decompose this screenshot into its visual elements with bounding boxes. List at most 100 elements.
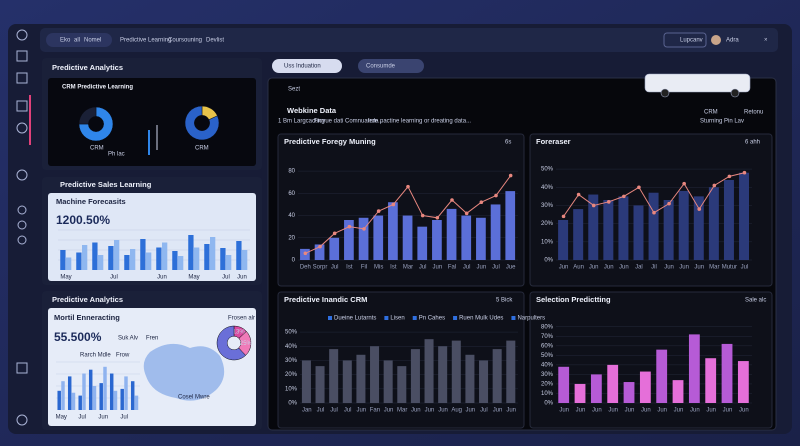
icon[interactable] [16, 50, 28, 62]
chart-title: Mortil Enneracting [54, 313, 120, 322]
y-tick-label: 20 [288, 235, 295, 241]
x-tick-label: May [60, 275, 71, 281]
bar [82, 245, 88, 270]
x-tick-label: Jul [317, 408, 325, 414]
bar [505, 191, 516, 260]
select-text[interactable]: Consumde [366, 64, 396, 70]
close[interactable]: × [764, 38, 768, 44]
button-label[interactable]: Lupcanv [680, 38, 703, 44]
x-tick-label: Jun [604, 265, 614, 271]
bar [98, 255, 104, 270]
bar [315, 366, 325, 403]
tab[interactable]: Coursouning [168, 38, 202, 44]
x-tick-label: Jul [222, 275, 230, 281]
pie-slice [78, 106, 97, 125]
tab[interactable]: Nomel [84, 38, 101, 44]
bar [113, 390, 118, 410]
y-tick-label: 0% [288, 401, 297, 407]
bar [210, 237, 216, 270]
x-tick-label: Sorpr [313, 265, 328, 271]
bar [723, 180, 734, 260]
icon[interactable] [16, 122, 28, 134]
map-label: Cosel Mwre [178, 395, 210, 401]
bar [329, 349, 339, 403]
bar [76, 252, 82, 270]
line-point [742, 170, 747, 175]
chip[interactable]: Frosen alr [228, 316, 255, 322]
dropdown[interactable]: Pin Lav [724, 119, 744, 125]
filter[interactable]: Fiovue dati Comnuatem... [314, 119, 383, 125]
x-tick-label: Jue [506, 265, 516, 271]
icon[interactable] [16, 72, 28, 84]
chip[interactable]: Rarch Mdle [80, 353, 111, 359]
bar [120, 388, 124, 410]
bar [574, 383, 586, 403]
icon[interactable] [17, 205, 27, 215]
x-tick-label: Jul [419, 265, 427, 271]
line-point [450, 198, 454, 202]
filter[interactable]: Irde pactine learning or dreating data..… [368, 119, 471, 125]
x-tick-label: Jun [493, 408, 503, 414]
chip[interactable]: Frow [116, 353, 130, 359]
filter[interactable]: 1 Bm Largcacting [278, 119, 325, 125]
bar [329, 237, 340, 260]
bar [708, 187, 719, 260]
select[interactable] [358, 59, 424, 73]
y-tick-label: 40% [541, 362, 554, 368]
bar [588, 194, 599, 260]
chart-control[interactable]: 6s [505, 140, 511, 146]
avatar[interactable] [711, 35, 721, 45]
icon[interactable] [16, 100, 28, 112]
chip[interactable]: Suk Alv [118, 336, 138, 342]
bar [476, 217, 486, 260]
map [143, 343, 225, 401]
icon[interactable] [16, 362, 28, 374]
bar [506, 340, 516, 403]
bar [490, 204, 501, 260]
bar [88, 369, 93, 410]
legend-label: Dueine Lutarnts [334, 316, 376, 322]
legend-label: Lisen [390, 316, 404, 322]
bar [103, 366, 107, 410]
bar [623, 382, 635, 403]
dropdown[interactable]: Retonu [744, 110, 763, 116]
y-tick-label: 30% [541, 372, 554, 378]
line-point [561, 214, 566, 219]
legend-label: Narpulters [517, 316, 545, 322]
bar [162, 242, 168, 270]
x-tick-label: Jal [635, 265, 643, 271]
icon[interactable] [16, 414, 28, 426]
bar [678, 190, 689, 260]
line-point [652, 210, 656, 215]
x-tick-label: Jul [492, 265, 500, 271]
tab[interactable]: Eko [60, 38, 71, 44]
search-text[interactable]: Uss Induation [284, 64, 321, 70]
legend-label: Pn Cahes [419, 316, 445, 322]
button[interactable] [663, 32, 707, 48]
user-name[interactable]: Adra [726, 38, 739, 44]
chart-control[interactable]: Sale alc [745, 298, 766, 304]
y-tick-label: 0% [544, 258, 553, 264]
bar [721, 343, 733, 403]
icon[interactable] [17, 235, 27, 245]
x-tick-label: Aug [451, 408, 462, 414]
icon[interactable] [16, 29, 28, 41]
x-tick-label: Jul [110, 275, 118, 281]
bar [130, 381, 135, 410]
tab[interactable]: Sezt [288, 87, 300, 93]
chip[interactable]: Fren [146, 336, 158, 342]
top-bar [40, 28, 778, 52]
icon[interactable] [17, 220, 27, 230]
x-tick-label: Jan [302, 408, 312, 414]
chart-control[interactable]: 5 Bick [496, 298, 513, 304]
tab[interactable]: Devlist [206, 38, 224, 44]
icon[interactable] [16, 169, 28, 181]
tab-pill[interactable] [46, 33, 112, 47]
tab[interactable]: all [74, 38, 80, 44]
bar [397, 366, 407, 403]
search[interactable] [272, 59, 342, 73]
line-point [682, 181, 686, 186]
bar [226, 255, 232, 270]
tab[interactable]: Predictive Learning [120, 38, 171, 44]
chart-control[interactable]: 6 ahh [745, 140, 760, 146]
